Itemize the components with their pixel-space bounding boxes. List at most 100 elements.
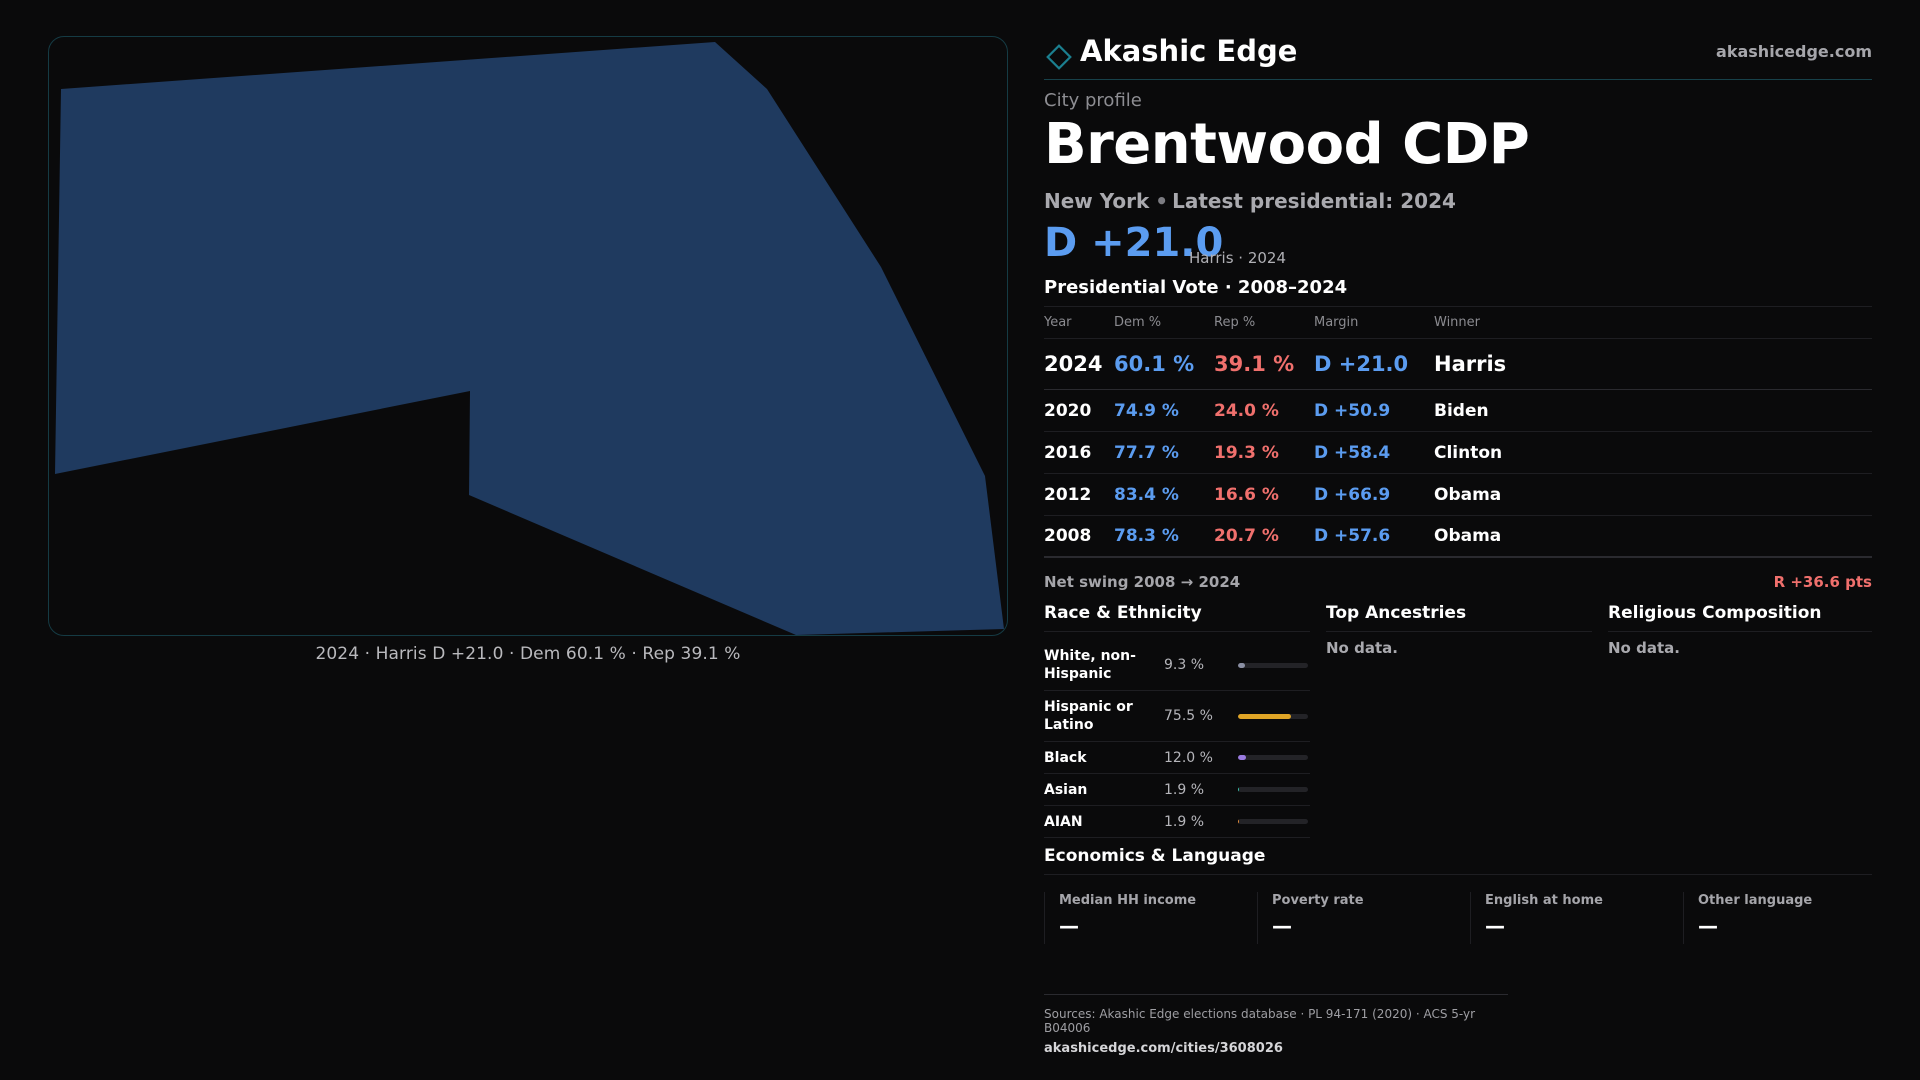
subtitle: New York • Latest presidential: 2024 xyxy=(1044,189,1456,213)
table-row: 2016 77.7 % 19.3 % D +58.4 Clinton xyxy=(1044,432,1872,474)
column-header-year: Year xyxy=(1044,315,1072,330)
race-pct: 75.5 % xyxy=(1164,708,1213,724)
race-row: Hispanic or Latino 75.5 % xyxy=(1044,691,1310,742)
city-boundary-shape[interactable] xyxy=(55,42,1004,635)
table-header: Year Dem % Rep % Margin Winner xyxy=(1044,307,1872,339)
winner-cell: Obama xyxy=(1434,484,1502,505)
rep-pct-cell: 24.0 % xyxy=(1214,400,1279,421)
ancestries-empty-text: No data. xyxy=(1326,639,1398,657)
page-eyebrow: City profile xyxy=(1044,90,1142,111)
race-bar xyxy=(1238,662,1308,668)
race-pct: 12.0 % xyxy=(1164,749,1213,766)
rep-pct-cell: 20.7 % xyxy=(1214,526,1279,546)
dem-pct-cell: 83.4 % xyxy=(1114,484,1179,505)
diamond-outline-icon xyxy=(1046,44,1072,70)
latest-margin-note: Harris · 2024 xyxy=(1189,249,1287,267)
econ-value: — xyxy=(1485,914,1505,938)
map-panel[interactable] xyxy=(48,36,1008,636)
rep-pct-cell: 16.6 % xyxy=(1214,484,1279,505)
page-title: Brentwood CDP xyxy=(1044,112,1530,177)
race-section-title: Race & Ethnicity xyxy=(1044,603,1310,632)
economics-grid: Median HH income — Poverty rate — Englis… xyxy=(1044,892,1872,944)
margin-cell: D +50.9 xyxy=(1314,400,1391,421)
religion-section-title: Religious Composition xyxy=(1608,603,1872,632)
table-row: 2012 83.4 % 16.6 % D +66.9 Obama xyxy=(1044,474,1872,516)
econ-label: English at home xyxy=(1485,893,1603,908)
footer-url-link[interactable]: akashicedge.com/cities/3608026 xyxy=(1044,1041,1283,1056)
state-name: New York xyxy=(1044,189,1150,213)
race-pct: 1.9 % xyxy=(1164,813,1205,830)
dem-pct-cell: 77.7 % xyxy=(1114,442,1179,463)
econ-card-poverty-rate: Poverty rate — xyxy=(1257,892,1457,944)
race-row: Asian 1.9 % xyxy=(1044,774,1310,806)
footer: Sources: Akashic Edge elections database… xyxy=(1044,994,1508,1056)
year-cell: 2024 xyxy=(1044,352,1103,376)
margin-cell: D +58.4 xyxy=(1314,442,1391,463)
race-list: White, non-Hispanic 9.3 % Hispanic or La… xyxy=(1044,640,1310,838)
winner-cell: Obama xyxy=(1434,526,1502,546)
brand-url-link[interactable]: akashicedge.com xyxy=(1716,42,1872,61)
race-bar-fill xyxy=(1238,755,1247,760)
table-row: 2008 78.3 % 20.7 % D +57.6 Obama xyxy=(1044,516,1872,558)
net-swing-row: Net swing 2008 → 2024 R +36.6 pts xyxy=(1044,570,1872,594)
vote-table: Year Dem % Rep % Margin Winner 2024 60.1… xyxy=(1044,306,1872,558)
year-cell: 2012 xyxy=(1044,484,1092,505)
city-boundary-map xyxy=(55,42,1004,635)
economics-section-title: Economics & Language xyxy=(1044,846,1872,875)
brand-name[interactable]: Akashic Edge xyxy=(1080,34,1298,68)
dem-pct-cell: 74.9 % xyxy=(1114,400,1179,421)
race-bar-fill xyxy=(1238,819,1240,824)
net-swing-label: Net swing 2008 → 2024 xyxy=(1044,573,1241,591)
ancestries-section-title: Top Ancestries xyxy=(1326,603,1592,632)
econ-label: Other language xyxy=(1698,893,1813,908)
econ-card-other-language: Other language — xyxy=(1683,892,1883,944)
econ-value: — xyxy=(1272,914,1292,938)
table-row: 2020 74.9 % 24.0 % D +50.9 Biden xyxy=(1044,390,1872,432)
separator-dot: • xyxy=(1155,189,1169,213)
race-bar xyxy=(1238,787,1308,792)
column-header-margin: Margin xyxy=(1314,315,1359,330)
map-caption: 2024 · Harris D +21.0 · Dem 60.1 % · Rep… xyxy=(315,644,741,664)
religion-empty-text: No data. xyxy=(1608,639,1680,657)
race-row: AIAN 1.9 % xyxy=(1044,806,1310,838)
race-bar xyxy=(1238,713,1308,719)
econ-card-median-income: Median HH income — xyxy=(1044,892,1244,944)
econ-value: — xyxy=(1059,914,1079,938)
race-bar xyxy=(1238,819,1308,824)
race-bar-fill xyxy=(1238,662,1245,668)
latest-presidential-label: Latest presidential: 2024 xyxy=(1172,189,1456,213)
table-row: 2024 60.1 % 39.1 % D +21.0 Harris xyxy=(1044,339,1872,390)
race-bar xyxy=(1238,755,1308,760)
year-cell: 2008 xyxy=(1044,526,1092,546)
brand-header: Akashic Edge akashicedge.com xyxy=(1044,28,1872,80)
race-row: White, non-Hispanic 9.3 % xyxy=(1044,640,1310,691)
column-header-dem: Dem % xyxy=(1114,315,1162,330)
race-label: Black xyxy=(1044,749,1087,766)
margin-cell: D +66.9 xyxy=(1314,484,1391,505)
race-bar-fill xyxy=(1238,713,1291,719)
rep-pct-cell: 39.1 % xyxy=(1214,352,1295,376)
race-row: Black 12.0 % xyxy=(1044,742,1310,774)
margin-cell: D +21.0 xyxy=(1314,352,1409,376)
margin-cell: D +57.6 xyxy=(1314,526,1391,546)
econ-label: Median HH income xyxy=(1059,893,1197,908)
dem-pct-cell: 60.1 % xyxy=(1114,352,1195,376)
latest-margin: D +21.0 xyxy=(1044,220,1224,266)
race-label: AIAN xyxy=(1044,813,1083,830)
race-label: White, non-Hispanic xyxy=(1044,648,1136,682)
race-pct: 1.9 % xyxy=(1164,781,1205,798)
dem-pct-cell: 78.3 % xyxy=(1114,526,1179,546)
column-header-rep: Rep % xyxy=(1214,315,1256,330)
econ-card-english-at-home: English at home — xyxy=(1470,892,1670,944)
econ-value: — xyxy=(1698,914,1718,938)
race-label: Asian xyxy=(1044,781,1088,798)
footer-sources: Sources: Akashic Edge elections database… xyxy=(1044,1007,1476,1035)
winner-cell: Harris xyxy=(1434,352,1507,376)
econ-label: Poverty rate xyxy=(1272,893,1364,908)
winner-cell: Clinton xyxy=(1434,442,1503,463)
race-bar-fill xyxy=(1238,787,1240,792)
year-cell: 2016 xyxy=(1044,442,1092,463)
net-swing-value: R +36.6 pts xyxy=(1773,573,1872,591)
column-header-winner: Winner xyxy=(1434,315,1481,330)
